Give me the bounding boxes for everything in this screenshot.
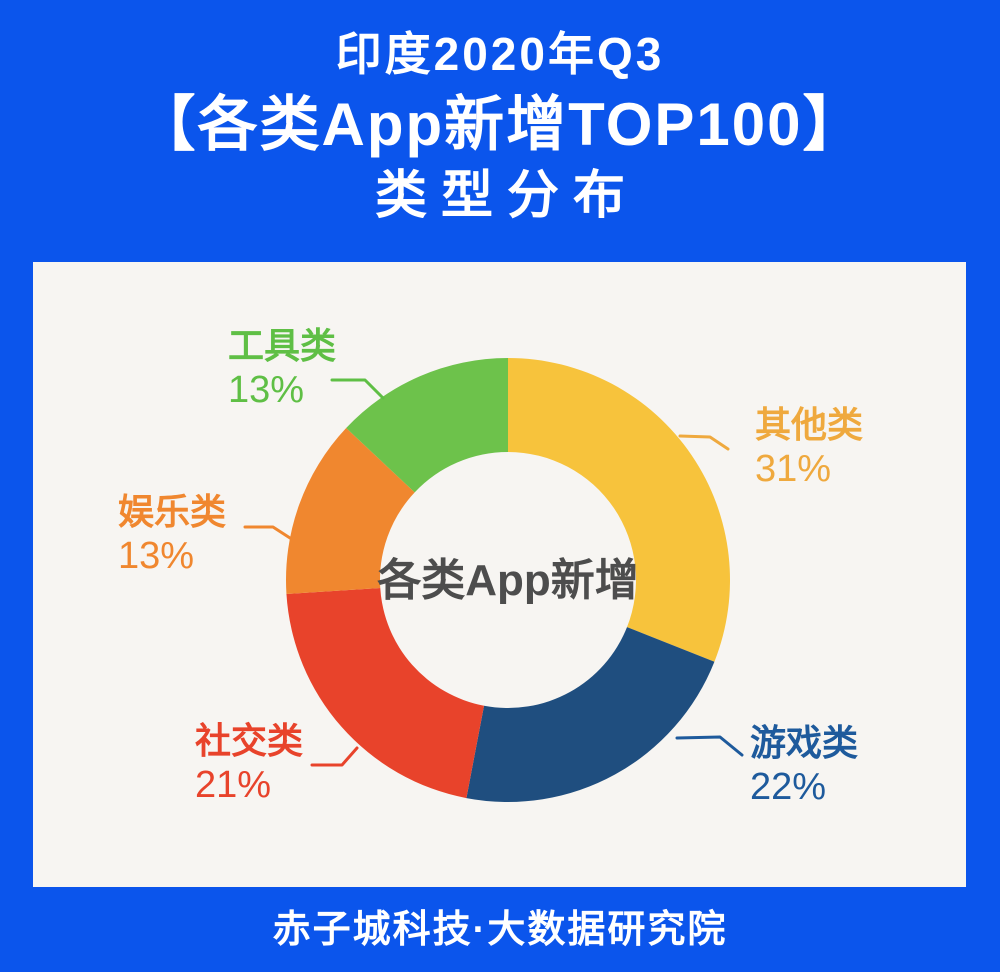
- segment-percentage-others: 31%: [755, 448, 831, 490]
- leader-line-entertainment: [243, 525, 292, 540]
- leader-line-games: [675, 735, 744, 757]
- segment-label-games: 游戏类: [750, 722, 858, 763]
- leader-line-tools: [330, 378, 385, 400]
- title-line-3: 类型分布: [374, 166, 639, 225]
- leader-line-others: [678, 434, 730, 451]
- donut-segment-others: [508, 358, 730, 662]
- leader-line-social: [310, 746, 359, 767]
- segment-percentage-social: 21%: [195, 764, 271, 806]
- segment-label-tools: 工具类: [228, 325, 336, 366]
- segment-percentage-tools: 13%: [228, 369, 304, 411]
- donut-segment-entertainment: [286, 428, 415, 594]
- segment-percentage-games: 22%: [750, 766, 826, 808]
- donut-center-label: 各类App新增: [377, 556, 639, 605]
- title-line-1: 印度2020年Q3: [335, 28, 665, 80]
- title-line-2: 【各类App新增TOP100】: [135, 90, 865, 158]
- donut-segment-games: [466, 627, 715, 803]
- segment-label-social: 社交类: [195, 720, 303, 761]
- donut-segment-tools: [346, 358, 508, 493]
- segment-percentage-entertainment: 13%: [118, 535, 194, 577]
- donut-segment-social: [286, 588, 485, 799]
- segment-label-others: 其他类: [755, 404, 863, 445]
- page-title: 印度2020年Q3 【各类App新增TOP100】 类型分布: [0, 26, 1000, 226]
- segment-label-entertainment: 娱乐类: [118, 491, 226, 532]
- footer-credit: 赤子城科技·大数据研究院: [272, 909, 728, 951]
- chart-card: 其他类 31% 游戏类 22% 社交类 21% 娱乐类 13% 工具类 13% 各类App新增: [33, 262, 966, 887]
